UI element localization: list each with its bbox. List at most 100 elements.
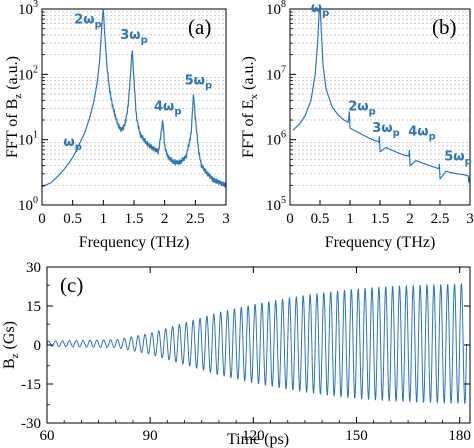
x-tick-label: 1 <box>100 211 108 227</box>
harmonic-sub: p <box>465 156 472 167</box>
harmonic-prefix: 3 <box>372 121 381 136</box>
harmonic-label: 2ωp <box>348 99 376 117</box>
x-tick-label: 3 <box>222 211 230 227</box>
y-tick-label: 101 <box>18 130 38 149</box>
harmonic-omega: ω <box>311 1 322 16</box>
panel-b-y-axis-label: FFT of Ex (a.u.) <box>240 56 260 158</box>
y-tick-label: 108 <box>266 0 286 18</box>
harmonic-omega: ω <box>129 28 140 43</box>
panel-a-tag: (a) <box>188 15 211 39</box>
x-tick-label: 0.5 <box>63 211 82 227</box>
y-tick-base: 10 <box>18 2 33 18</box>
harmonic-sub: p <box>322 8 329 19</box>
x-tick-label: 180 <box>448 428 471 444</box>
panel-b-y-label-sub: x <box>248 93 260 99</box>
panel-c-y-label-sub: z <box>9 353 21 358</box>
panel-a-y-label-suffix: (a.u.) <box>4 56 21 94</box>
panel-b-y-label-main: FFT of E <box>240 99 257 157</box>
harmonic-prefix: 2 <box>74 12 83 27</box>
x-tick-label: 0 <box>286 211 294 227</box>
harmonic-sub: p <box>75 142 82 153</box>
harmonic-label: 3ωp <box>120 28 148 46</box>
y-tick-label: 100 <box>18 195 38 214</box>
y-tick-label: 105 <box>266 195 286 214</box>
harmonic-omega: ω <box>163 99 174 114</box>
harmonic-label: 3ωp <box>372 121 400 139</box>
x-tick-label: 2.5 <box>186 211 205 227</box>
y-tick-exponent: 6 <box>281 130 286 141</box>
y-tick-base: 10 <box>18 133 33 149</box>
panel-c-tag: (c) <box>60 273 83 297</box>
y-tick-label: 103 <box>18 0 38 18</box>
y-tick-label: 106 <box>266 130 286 149</box>
y-tick-base: 10 <box>266 67 281 83</box>
harmonic-omega: ω <box>453 149 464 164</box>
harmonic-sub: p <box>369 106 376 117</box>
y-tick-label: 30 <box>26 260 41 276</box>
harmonic-sub: p <box>205 80 212 91</box>
x-tick-label: 90 <box>143 428 158 444</box>
y-tick-label: 0 <box>34 338 42 354</box>
x-tick-label: 150 <box>345 428 368 444</box>
panel-c-chart: -30 -15 0 15 30 60 90 120 150 180 (c) Time (ps) B… <box>1 260 471 448</box>
harmonic-label: 4ωp <box>408 125 436 143</box>
harmonic-prefix: 5 <box>444 149 453 164</box>
y-tick-exponent: 5 <box>281 195 286 206</box>
harmonic-prefix: 4 <box>154 99 163 114</box>
y-tick-exponent: 0 <box>33 195 38 206</box>
y-tick-base: 10 <box>18 67 33 83</box>
x-tick-label: 2 <box>161 211 169 227</box>
harmonic-omega: ω <box>194 73 205 88</box>
panel-a-series-line <box>41 9 227 188</box>
x-tick-label: 1 <box>346 211 354 227</box>
y-tick-base: 10 <box>266 133 281 149</box>
y-tick-exponent: 7 <box>281 64 286 75</box>
panel-b-x-axis-label: Frequency (THz) <box>325 234 436 251</box>
x-tick-label: 120 <box>242 428 265 444</box>
panel-c-y-label-suffix: (Gs) <box>1 321 18 353</box>
y-tick-base: 10 <box>266 198 281 214</box>
harmonic-prefix: 2 <box>348 99 357 114</box>
panel-b-series-line <box>292 8 471 184</box>
y-tick-base: 10 <box>18 198 33 214</box>
harmonic-prefix: 3 <box>120 28 129 43</box>
y-tick-label: -30 <box>21 416 41 432</box>
x-tick-label: 2.5 <box>431 211 450 227</box>
harmonic-omega: ω <box>357 99 368 114</box>
y-tick-exponent: 1 <box>33 130 38 141</box>
harmonic-label: 4ωp <box>154 99 182 117</box>
harmonic-omega: ω <box>83 12 94 27</box>
x-tick-label: 0.5 <box>311 211 330 227</box>
harmonic-sub: p <box>429 132 436 143</box>
harmonic-omega: ω <box>63 135 74 150</box>
panel-c-series-line <box>46 282 468 405</box>
panel-b-tag: (b) <box>432 15 457 39</box>
harmonic-omega: ω <box>381 121 392 136</box>
harmonic-sub: p <box>174 106 181 117</box>
harmonic-label: 5ωp <box>185 73 213 91</box>
panel-c-y-axis-label: Bz (Gs) <box>1 321 21 369</box>
y-tick-exponent: 2 <box>33 64 38 75</box>
x-tick-label: 1.5 <box>371 211 390 227</box>
harmonic-label: 5ωp <box>444 149 472 167</box>
y-tick-exponent: 8 <box>281 0 286 10</box>
panel-a-y-label-main: FFT of B <box>4 99 21 158</box>
y-tick-label: -15 <box>21 377 41 393</box>
y-tick-base: 10 <box>266 2 281 18</box>
panel-c-x-axis-label: Time (ps) <box>227 431 289 448</box>
panel-a-y-label-sub: z <box>12 94 24 99</box>
panel-b-y-label-suffix: (a.u.) <box>240 56 257 94</box>
x-tick-label: 2 <box>406 211 414 227</box>
panel-a-x-axis-label: Frequency (THz) <box>79 234 190 251</box>
harmonic-label: ωp <box>63 135 81 153</box>
y-tick-label: 15 <box>26 299 41 315</box>
harmonic-prefix: 4 <box>408 125 417 140</box>
y-tick-exponent: 3 <box>33 0 38 10</box>
